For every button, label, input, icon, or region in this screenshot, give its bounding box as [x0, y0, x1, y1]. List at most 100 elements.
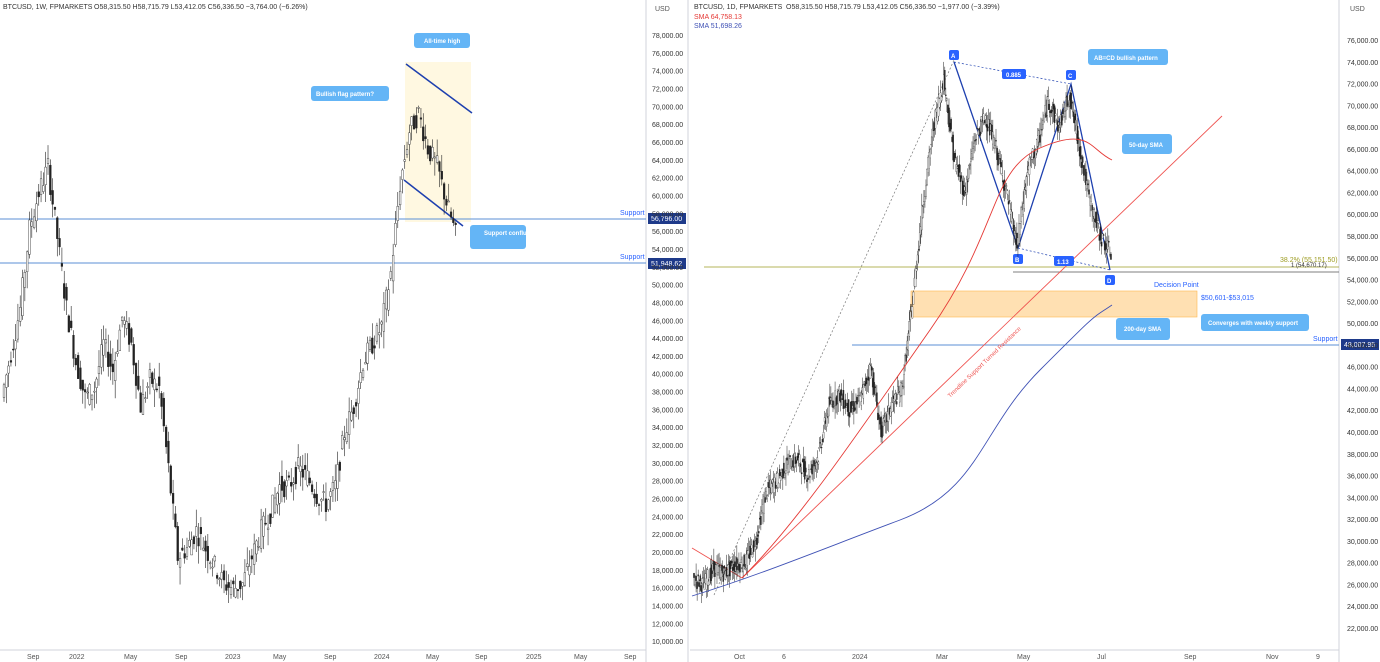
right-candle-body	[899, 394, 901, 403]
left-candle-body	[255, 540, 258, 555]
right-candle-body	[825, 415, 828, 427]
left-support-text-2: Support	[620, 254, 645, 261]
right-candle-body	[1063, 102, 1065, 108]
fib-label: 38.2% (55,151.50)	[1280, 257, 1338, 264]
left-candle-body	[375, 325, 379, 342]
left-candle-body	[449, 211, 453, 218]
left-x-tick: May	[574, 654, 588, 661]
left-y-tick: 42,000.00	[652, 354, 683, 361]
left-candle-body	[83, 389, 87, 393]
right-candle-body	[980, 116, 983, 122]
right-candle-body	[1076, 125, 1079, 144]
left-candle-body	[357, 387, 360, 404]
right-candle-body	[709, 567, 712, 582]
right-candle-body	[995, 140, 997, 142]
left-candle-body	[72, 335, 75, 359]
flag-upper-line	[405, 63, 473, 114]
right-candle-body	[785, 470, 787, 474]
right-candle-body	[743, 554, 745, 567]
right-candle-body	[751, 554, 754, 558]
right-price-tag	[1341, 339, 1379, 350]
right-candle-body	[794, 456, 797, 464]
left-candle-body	[197, 537, 200, 547]
right-candle-body	[999, 158, 1001, 165]
callout-abcd: AB=CD bullish pattern	[1094, 56, 1158, 62]
left-y-tick: 66,000.00	[652, 140, 683, 147]
right-candle-body	[848, 412, 851, 418]
left-candle-body	[232, 580, 235, 585]
left-candle-body	[28, 219, 31, 255]
callout-ath: All-time high	[424, 39, 461, 45]
right-candle-body	[950, 118, 952, 130]
right-candle-body	[756, 534, 759, 537]
left-candle-body	[70, 320, 73, 328]
right-candle-body	[1036, 139, 1038, 154]
right-y-tick: 60,000.00	[1347, 212, 1378, 219]
right-candle-body	[806, 479, 808, 482]
left-y-tick: 20,000.00	[652, 550, 683, 557]
point-c-label: C	[1068, 74, 1073, 80]
left-candle-body	[269, 513, 272, 524]
right-candle-body	[818, 447, 821, 450]
right-candle-body	[819, 442, 822, 444]
right-y-tick: 40,000.00	[1347, 430, 1378, 437]
right-candle-body	[1101, 233, 1104, 239]
right-candle-body	[830, 397, 832, 401]
left-candle-body	[176, 526, 179, 561]
left-y-tick: 72,000.00	[652, 86, 683, 93]
left-candle-body	[371, 337, 374, 354]
left-candle-body	[313, 493, 316, 499]
left-candle-body	[46, 158, 50, 164]
left-candle-body	[452, 218, 455, 224]
callout-support-box	[470, 225, 526, 249]
left-candle-body	[202, 547, 205, 551]
right-candle-body	[744, 567, 746, 570]
right-y-tick: 36,000.00	[1347, 474, 1378, 481]
right-candle-body	[783, 462, 785, 476]
left-y-tick: 60,000.00	[652, 193, 683, 200]
left-candle-body	[392, 255, 395, 282]
right-candle-body	[915, 268, 918, 272]
right-axis-unit: USD	[1350, 6, 1365, 13]
left-candle-body	[322, 491, 325, 493]
right-candle-body	[703, 582, 706, 590]
right-candle-body	[1093, 209, 1095, 220]
left-header-ohlc: O58,315.50 H58,715.79 L53,412.05 C56,336…	[94, 4, 308, 11]
right-candle-body	[1044, 104, 1046, 114]
right-candle-body	[859, 395, 861, 397]
left-y-tick: 40,000.00	[652, 372, 683, 379]
right-candle-body	[1071, 102, 1074, 104]
right-candle-body	[763, 496, 765, 514]
left-candle-body	[380, 321, 383, 325]
left-y-tick: 18,000.00	[652, 568, 683, 575]
left-candle-body	[199, 527, 202, 535]
left-candle-body	[130, 328, 133, 343]
left-candle-body	[33, 216, 36, 228]
left-candle-body	[118, 329, 121, 351]
left-y-tick: 74,000.00	[652, 69, 683, 76]
left-candle-body	[67, 315, 70, 333]
left-candle-body	[440, 171, 443, 180]
left-candle-body	[297, 457, 300, 466]
left-candle-body	[350, 411, 353, 421]
right-price-tag-text: 48,007.95	[1344, 342, 1375, 349]
left-candle-body	[12, 348, 15, 351]
left-x-tick: 2023	[225, 654, 241, 661]
right-candle-body	[854, 407, 856, 411]
left-candle-body	[5, 374, 8, 388]
ratio-bd-box	[1054, 256, 1074, 266]
left-candle-body	[266, 527, 270, 530]
left-candle-body	[368, 339, 372, 350]
left-candle-body	[204, 540, 207, 552]
right-y-tick: 66,000.00	[1347, 147, 1378, 154]
right-candle-body	[920, 226, 922, 235]
right-y-tick: 42,000.00	[1347, 408, 1378, 415]
left-x-tick: Sep	[475, 654, 488, 661]
left-candle-body	[243, 572, 246, 586]
left-candle-body	[271, 494, 274, 518]
right-candle-body	[706, 569, 709, 586]
right-candle-body	[1006, 190, 1009, 195]
right-candle-body	[976, 127, 978, 129]
left-candle-body	[183, 553, 186, 559]
right-candle-body	[1087, 183, 1089, 186]
